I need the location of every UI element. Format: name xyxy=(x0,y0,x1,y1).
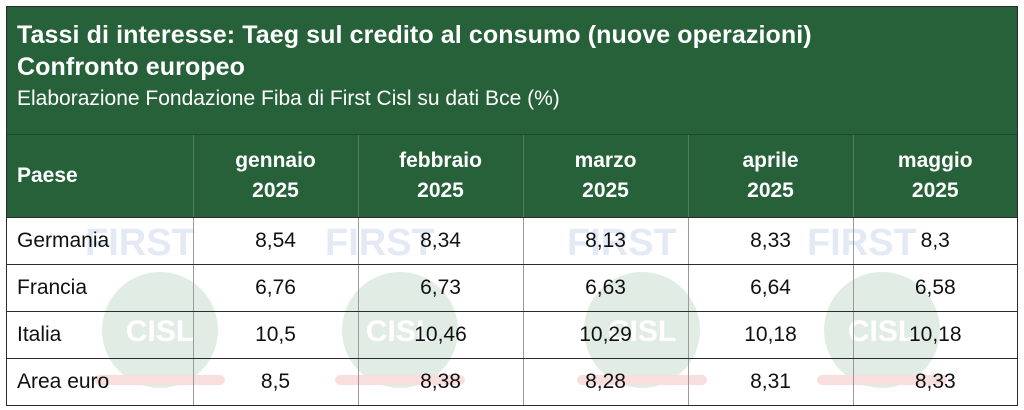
rate-cell: 8,33 xyxy=(688,217,854,265)
table-row: Area euro 8,5 8,38 8,28 8,31 8,33 xyxy=(7,358,1017,405)
column-header-year: 2025 xyxy=(417,179,464,202)
table-title-secondary: Confronto europeo xyxy=(17,53,246,81)
column-header-year: 2025 xyxy=(582,179,629,202)
table-row: Germania 8,54 8,34 8,13 8,33 8,3 xyxy=(7,217,1017,265)
rate-cell: 6,76 xyxy=(193,264,359,312)
rate-cell: 10,18 xyxy=(853,311,1017,359)
rate-cell: 8,5 xyxy=(193,358,359,405)
column-header-year: 2025 xyxy=(911,179,959,202)
country-cell: Germania xyxy=(7,217,194,265)
table-title: Tassi di interesse: Taeg sul credito al … xyxy=(17,21,812,49)
column-header-month: maggio 2025 xyxy=(853,135,1017,218)
rates-table-card: Tassi di interesse: Taeg sul credito al … xyxy=(6,6,1018,406)
rate-cell: 8,33 xyxy=(914,370,956,393)
rate-cell: 6,58 xyxy=(853,264,1017,312)
rate-cell: 8,38 xyxy=(358,358,524,405)
column-header-month-name: febbraio xyxy=(399,149,482,172)
rate-cell: 10,18 xyxy=(688,311,854,359)
rate-cell: 10,29 xyxy=(523,311,689,359)
column-header-month-name: aprile xyxy=(742,149,799,172)
rate-cell: 10,5 xyxy=(193,311,359,359)
country-cell: Area euro xyxy=(7,358,194,405)
rate-cell: 6,64 xyxy=(688,264,854,312)
column-header-month-name: marzo xyxy=(574,149,637,172)
table-header-row: Paese gennaio 2025 febbraio 2025 marzo 2… xyxy=(7,135,1017,218)
table-row: Italia 10,5 10,46 10,29 10,18 10,18 xyxy=(7,311,1017,359)
title-block: Tassi di interesse: Taeg sul credito al … xyxy=(7,7,1017,135)
column-header-month: gennaio 2025 xyxy=(193,135,359,218)
rate-cell: 8,34 xyxy=(358,217,524,265)
rate-cell: 8,28 xyxy=(523,358,689,405)
rate-cell: 8,54 xyxy=(193,217,359,265)
column-header-month-name: maggio xyxy=(897,149,973,172)
column-header-year: 2025 xyxy=(747,179,794,202)
rate-cell: 8,13 xyxy=(523,217,689,265)
column-header-month: marzo 2025 xyxy=(523,135,689,218)
table-row: Francia 6,76 6,73 6,63 6,64 6,58 xyxy=(7,264,1017,312)
column-header-month: aprile 2025 xyxy=(688,135,854,218)
rate-cell: 6,73 xyxy=(358,264,524,312)
country-cell: Francia xyxy=(7,264,194,312)
column-header-year: 2025 xyxy=(252,179,299,202)
column-header-month: febbraio 2025 xyxy=(358,135,524,218)
rate-cell: 6,63 xyxy=(523,264,689,312)
rates-table: Paese gennaio 2025 febbraio 2025 marzo 2… xyxy=(7,135,1017,405)
country-cell: Italia xyxy=(7,311,194,359)
rate-cell: 8,31 xyxy=(688,358,854,405)
rate-cell: 10,46 xyxy=(358,311,524,359)
table-source-note: Elaborazione Fondazione Fiba di First Ci… xyxy=(17,87,560,110)
column-header-month-name: gennaio xyxy=(235,149,316,172)
column-header-country: Paese xyxy=(7,135,194,218)
rate-cell: 8,3 xyxy=(853,217,1017,265)
